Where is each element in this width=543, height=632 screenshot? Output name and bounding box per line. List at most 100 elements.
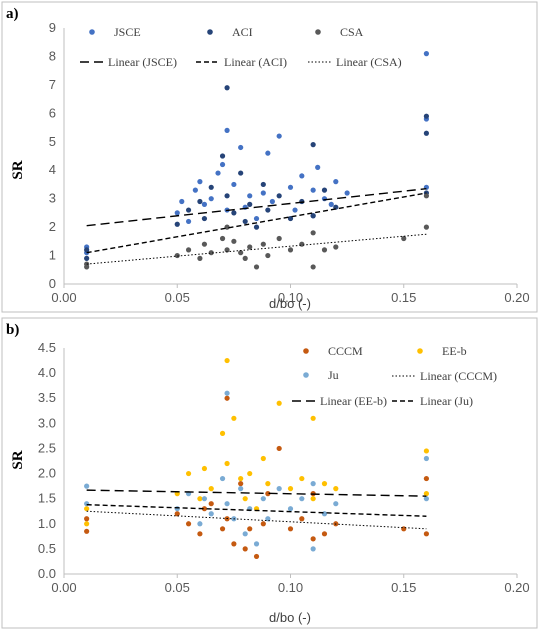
y-tick-label: 2.5 bbox=[38, 440, 56, 455]
data-point bbox=[185, 247, 192, 253]
data-point bbox=[219, 526, 226, 532]
y-tick-label: 0 bbox=[49, 276, 56, 291]
y-tick-label: 3.0 bbox=[38, 415, 56, 430]
data-point bbox=[310, 481, 316, 487]
legend-label: EE-b bbox=[442, 344, 467, 358]
data-point bbox=[84, 521, 90, 527]
data-point bbox=[238, 481, 244, 487]
x-tick-label: 0.05 bbox=[165, 580, 190, 595]
data-point bbox=[333, 501, 339, 507]
data-point bbox=[219, 475, 226, 482]
y-tick-label: 4.5 bbox=[38, 340, 56, 355]
data-point bbox=[401, 235, 407, 242]
data-point bbox=[265, 491, 271, 497]
x-tick-label: 0.00 bbox=[51, 580, 76, 595]
x-tick-label: 0.15 bbox=[391, 290, 416, 305]
data-point bbox=[201, 241, 208, 247]
data-point bbox=[423, 531, 429, 537]
data-point bbox=[238, 475, 244, 482]
y-tick-label: 2.0 bbox=[38, 466, 56, 481]
data-point bbox=[423, 496, 429, 502]
data-point bbox=[197, 198, 203, 205]
y-axis-label: SR bbox=[10, 160, 26, 179]
data-point bbox=[310, 546, 316, 552]
data-point bbox=[84, 264, 90, 270]
data-point bbox=[238, 250, 244, 256]
data-point bbox=[208, 184, 214, 190]
x-tick-label: 0.15 bbox=[391, 580, 416, 595]
legend-label: ACI bbox=[232, 25, 253, 39]
legend-label: Linear (JSCE) bbox=[108, 55, 177, 69]
data-point bbox=[276, 445, 282, 452]
data-point bbox=[84, 255, 90, 261]
data-point bbox=[224, 224, 230, 230]
data-point bbox=[219, 235, 226, 242]
data-point bbox=[242, 531, 248, 537]
data-point bbox=[310, 496, 316, 502]
data-point bbox=[321, 511, 328, 517]
data-point bbox=[321, 187, 328, 193]
legend-marker bbox=[303, 348, 309, 354]
data-point bbox=[224, 460, 230, 467]
panel-border bbox=[1, 1, 538, 313]
y-tick-label: 9 bbox=[49, 20, 56, 35]
data-point bbox=[423, 455, 429, 462]
data-point bbox=[321, 481, 328, 487]
trendline bbox=[86, 192, 427, 254]
legend-label: Linear (EE-b) bbox=[320, 394, 387, 408]
data-point bbox=[265, 252, 271, 259]
data-point bbox=[299, 516, 305, 522]
data-point bbox=[253, 215, 260, 222]
panel-border bbox=[1, 317, 538, 629]
data-point bbox=[247, 201, 253, 207]
data-point bbox=[224, 395, 230, 401]
data-point bbox=[208, 486, 214, 492]
x-tick-label: 0.10 bbox=[278, 290, 303, 305]
data-point bbox=[185, 207, 192, 213]
data-point bbox=[238, 486, 244, 492]
data-point bbox=[299, 173, 305, 179]
data-point bbox=[201, 201, 208, 207]
data-point bbox=[238, 144, 244, 151]
data-point bbox=[208, 501, 214, 507]
panel-label: a) bbox=[6, 6, 19, 22]
data-point bbox=[174, 221, 180, 227]
data-point bbox=[231, 210, 237, 216]
y-tick-label: 7 bbox=[49, 77, 56, 92]
legend-label: Linear (CSA) bbox=[336, 55, 402, 69]
data-point bbox=[208, 250, 214, 256]
trendline bbox=[86, 503, 427, 517]
data-point bbox=[260, 190, 266, 196]
data-point bbox=[287, 247, 294, 253]
data-point bbox=[242, 218, 248, 225]
data-point bbox=[423, 51, 429, 57]
data-point bbox=[310, 230, 316, 236]
trendline bbox=[86, 188, 427, 227]
data-point bbox=[197, 179, 203, 185]
x-tick-label: 0.20 bbox=[504, 580, 529, 595]
y-tick-label: 4.0 bbox=[38, 365, 56, 380]
data-point bbox=[265, 207, 271, 213]
data-point bbox=[224, 127, 230, 133]
data-point bbox=[287, 486, 294, 492]
data-point bbox=[276, 193, 282, 199]
data-point bbox=[315, 164, 321, 170]
trendline bbox=[86, 489, 427, 497]
data-point bbox=[201, 465, 208, 472]
data-point bbox=[174, 511, 180, 517]
data-point bbox=[224, 390, 230, 396]
data-point bbox=[84, 501, 90, 507]
data-point bbox=[310, 187, 316, 193]
data-point bbox=[185, 521, 192, 527]
legend-label: CCCM bbox=[328, 344, 363, 358]
data-point bbox=[276, 400, 282, 406]
data-point bbox=[333, 179, 339, 185]
data-point bbox=[224, 357, 230, 364]
data-point bbox=[84, 247, 90, 253]
y-tick-label: 3.5 bbox=[38, 390, 56, 405]
data-point bbox=[247, 526, 253, 532]
data-point bbox=[247, 244, 253, 250]
legend-marker bbox=[89, 29, 95, 35]
data-point bbox=[219, 161, 226, 168]
